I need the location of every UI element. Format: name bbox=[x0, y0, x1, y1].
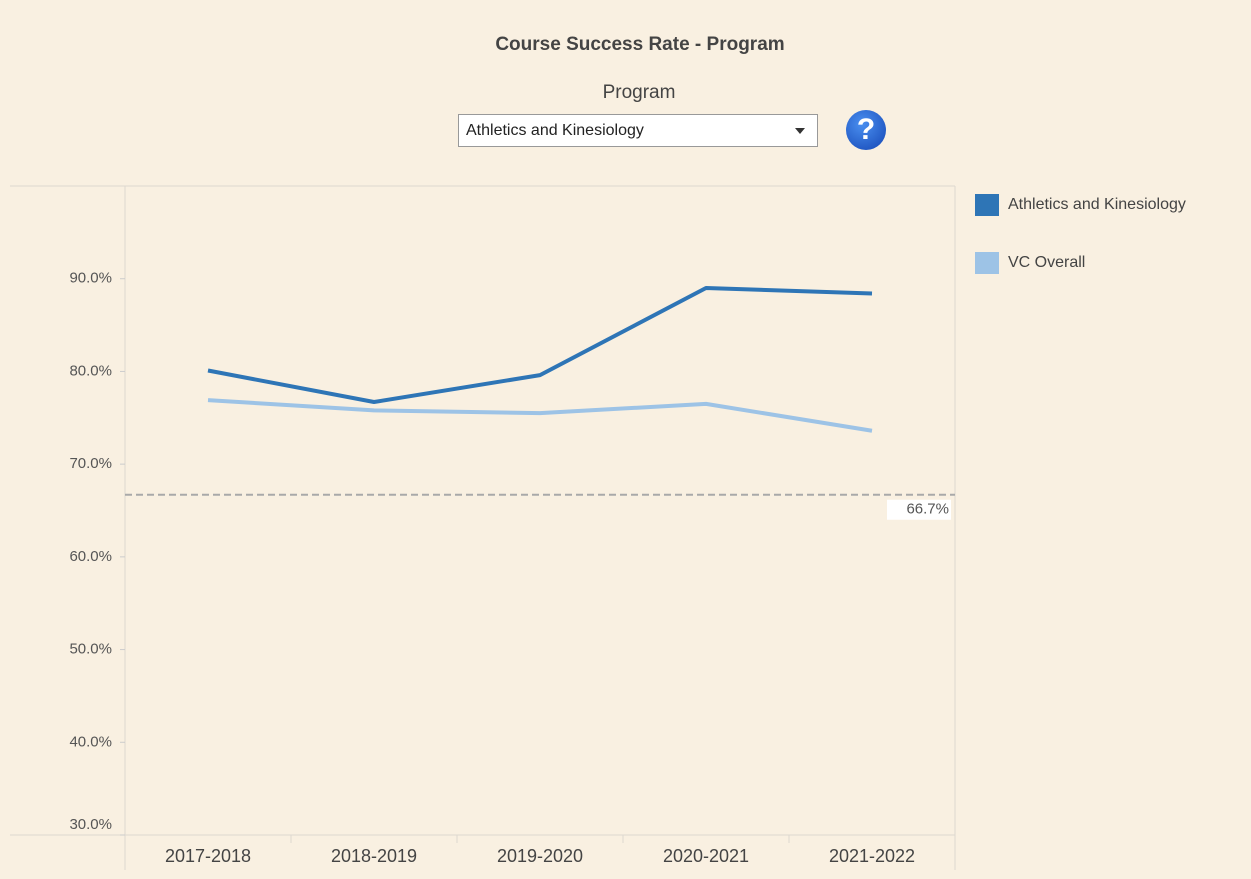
y-tick-label: 60.0% bbox=[69, 548, 112, 565]
filter-label: Program bbox=[602, 82, 676, 103]
y-tick-label: 90.0% bbox=[69, 270, 112, 287]
legend-label: Athletics and Kinesiology bbox=[1008, 196, 1186, 213]
x-tick-label: 2017-2018 bbox=[165, 846, 251, 866]
legend-swatch bbox=[975, 252, 999, 274]
dropdown-value: Athletics and Kinesiology bbox=[466, 122, 644, 139]
y-tick-label: 30.0% bbox=[69, 816, 112, 833]
legend-swatch bbox=[975, 194, 999, 216]
y-tick-label: 40.0% bbox=[69, 733, 112, 750]
program-dropdown[interactable]: Athletics and Kinesiology bbox=[458, 114, 818, 147]
x-tick-label: 2021-2022 bbox=[829, 846, 915, 866]
series-line bbox=[207, 285, 873, 405]
dropdown-arrow bbox=[795, 128, 805, 134]
reference-label-bg bbox=[887, 499, 951, 520]
x-tick-label: 2019-2020 bbox=[497, 846, 583, 866]
y-tick-label: 80.0% bbox=[69, 362, 112, 379]
reference-label: 66.7% bbox=[906, 501, 949, 518]
series-line bbox=[207, 398, 873, 433]
y-tick-label: 50.0% bbox=[69, 641, 112, 658]
legend-label: VC Overall bbox=[1008, 254, 1085, 271]
x-tick-label: 2020-2021 bbox=[663, 846, 749, 866]
chart-title: Course Success Rate - Program bbox=[495, 34, 785, 55]
y-tick-label: 70.0% bbox=[69, 455, 112, 472]
x-tick-label: 2018-2019 bbox=[331, 846, 417, 866]
help-icon[interactable]: ? bbox=[846, 110, 886, 150]
